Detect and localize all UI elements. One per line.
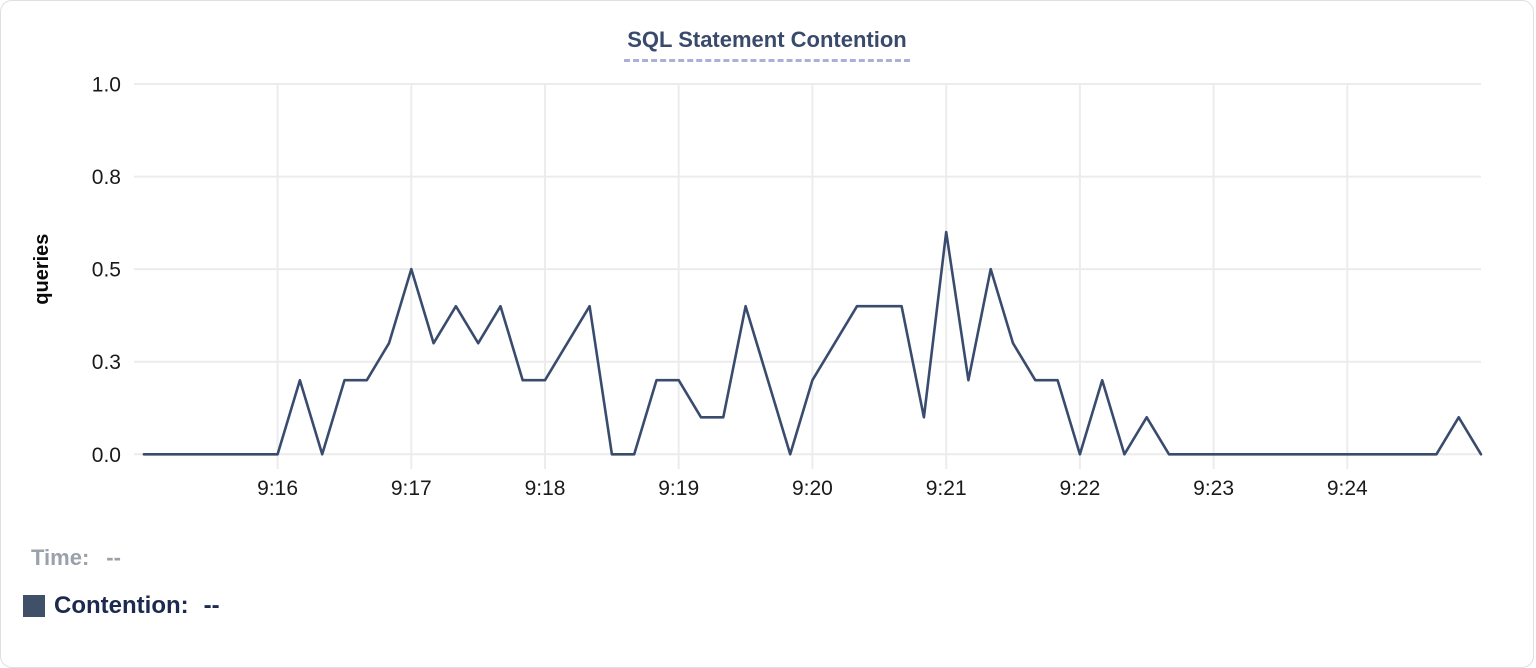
x-tick-label: 9:19 [658, 477, 699, 500]
y-tick-label: 0.8 [92, 166, 121, 189]
time-label: Time: [31, 545, 90, 570]
contention-swatch [23, 595, 45, 617]
y-tick-label: 0.5 [92, 259, 121, 282]
contention-value: -- [203, 592, 220, 619]
contention-line [142, 230, 1483, 456]
legend-time-row: Time: -- [31, 545, 121, 571]
time-value: -- [106, 545, 121, 570]
x-tick-label: 9:24 [1327, 477, 1368, 500]
contention-chart[interactable]: 0.0 0.3 0.5 0.8 1.0 9:16 9:17 9:18 9:19 9:20 9:21 9… [1, 1, 1536, 531]
x-tick-label: 9:17 [391, 477, 432, 500]
legend-contention-row: Contention: -- [23, 592, 220, 620]
x-tick-label: 9:23 [1193, 477, 1234, 500]
y-tick-label: 0.3 [92, 351, 121, 374]
contention-label: Contention: [54, 592, 189, 619]
x-tick-label: 9:16 [257, 477, 298, 500]
chart-header: SQL Statement Contention [1, 27, 1533, 62]
chart-title[interactable]: SQL Statement Contention [624, 27, 910, 62]
y-tick-label: 1.0 [92, 74, 121, 97]
x-tick-label: 9:22 [1059, 477, 1100, 500]
x-tick-label: 9:18 [525, 477, 566, 500]
y-axis-title: queries [31, 234, 53, 305]
x-tick-label: 9:21 [926, 477, 967, 500]
x-tick-label: 9:20 [792, 477, 833, 500]
y-tick-label: 0.0 [92, 444, 121, 467]
